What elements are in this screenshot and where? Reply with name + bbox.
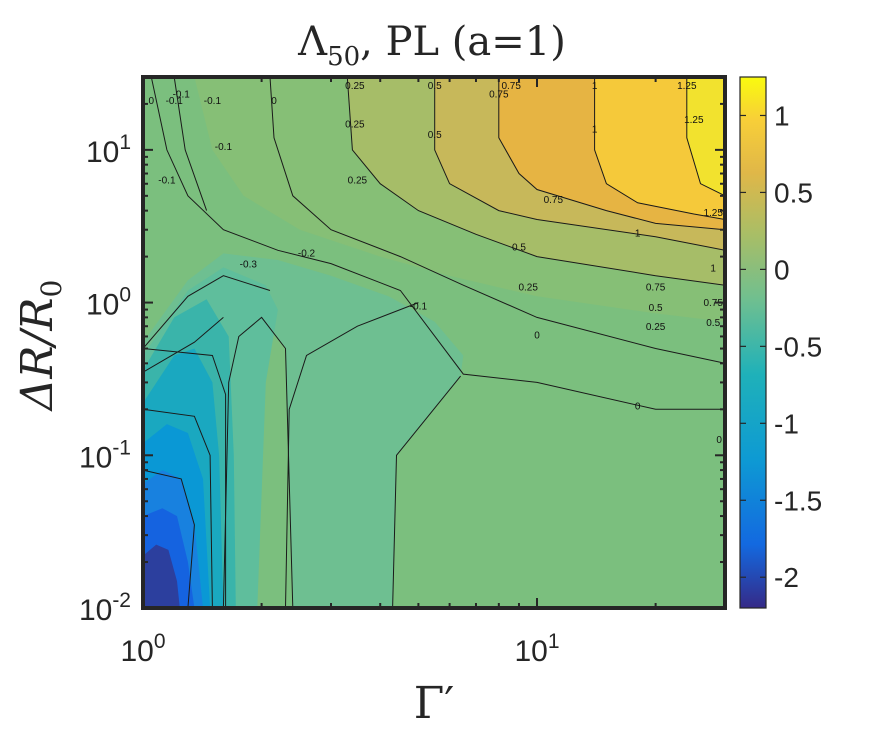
contour-line	[222, 316, 294, 608]
contour-line	[434, 77, 725, 251]
contour-label: -0.1	[410, 302, 428, 313]
colorbar-tick-label: 1	[774, 101, 790, 132]
colorbar-tick-label: -0.5	[774, 331, 822, 362]
colorbar-tick-label: -1.5	[774, 485, 822, 516]
contour-label: 0.5	[512, 242, 526, 253]
colorbar	[740, 77, 766, 608]
contour-lines	[143, 77, 725, 608]
contour-label: 1	[592, 81, 598, 92]
contour-line	[392, 375, 461, 608]
y-tick-label: 101	[86, 131, 131, 169]
contour-label: 0	[716, 435, 722, 446]
x-tick-label: 100	[120, 630, 165, 668]
x-tick-label: 101	[514, 630, 559, 668]
contour-label: -0.1	[158, 176, 176, 187]
contour-label: 1.25	[677, 81, 697, 92]
contour-line	[150, 77, 725, 410]
colorbar-ticks: 1 0.5 0 -0.5 -1 -1.5 -2	[740, 101, 822, 593]
contour-label: -0.3	[240, 259, 258, 270]
contour-label: 0.25	[518, 283, 538, 294]
contour-label: 0.25	[348, 176, 368, 187]
contour-line	[346, 77, 725, 286]
contour-line	[143, 275, 271, 349]
contour-line	[173, 77, 208, 211]
contour-label: 0.75	[489, 90, 509, 101]
contour-label: -0.1	[166, 96, 184, 107]
contour-line	[143, 408, 213, 608]
chart-title: Λ50, PL (a=1)	[297, 19, 566, 72]
contour-label: -0.1	[173, 90, 191, 101]
x-axis-label: Γ′	[414, 678, 455, 729]
contour-labels: 0 -0.1-0.1-0.1-0.1-0.100.250.250.250.50.5…	[149, 81, 724, 446]
y-tick-label: 100	[86, 284, 131, 322]
contour-label: 0.75	[703, 298, 723, 309]
contour-label: 0	[534, 331, 540, 342]
contour-label: 1	[710, 263, 716, 274]
contour-label: 0.75	[501, 81, 521, 92]
colorbar-frame	[739, 76, 767, 609]
contour-label: -0.2	[298, 249, 316, 260]
contour-label: 1	[592, 125, 598, 136]
contour-label: 0.5	[706, 318, 720, 329]
colorbar-tick-label: 0	[774, 254, 790, 285]
contour-line	[269, 77, 725, 364]
colorbar-tick-label: -2	[774, 562, 799, 593]
contour-label: 1.25	[703, 208, 723, 219]
contour-label: -0.1	[215, 142, 233, 153]
contour-line	[143, 469, 195, 608]
contour-label: 0	[271, 96, 277, 107]
contour-line	[143, 348, 227, 608]
colorbar-tick-label: 0.5	[774, 177, 813, 208]
contour-line	[594, 77, 725, 220]
y-tick-labels: 10-2 10-1 100 101	[79, 131, 131, 627]
contour-label: 0.25	[646, 322, 666, 333]
x-tick-labels: 100 101	[120, 630, 559, 668]
colorbar-tick-label: -1	[774, 408, 799, 439]
contour-region	[686, 77, 725, 196]
contour-label: 1	[635, 229, 641, 240]
y-tick-label: 10-2	[79, 589, 131, 627]
contour-label: 0.75	[646, 283, 666, 294]
contour-label: 0	[635, 401, 641, 412]
y-axis-label: ΔR/R0	[12, 280, 68, 413]
contour-label: 0.5	[428, 81, 442, 92]
filled-contour-regions	[143, 77, 725, 608]
contour-label: 0.5	[428, 130, 442, 141]
contour-label: 0.75	[544, 195, 564, 206]
contour-label: 0	[149, 96, 155, 107]
contour-region	[143, 544, 180, 608]
contour-label: 0.25	[345, 120, 365, 131]
y-tick-label: 10-1	[79, 436, 131, 474]
contour-label: -0.1	[204, 96, 222, 107]
contour-line	[143, 317, 224, 373]
contour-label: 1.25	[684, 115, 704, 126]
contour-label: 0.5	[649, 303, 663, 314]
contour-line	[285, 302, 419, 608]
contour-line	[686, 77, 725, 197]
contour-region	[143, 253, 464, 608]
contour-label: 0.25	[345, 81, 365, 92]
plot-frame	[141, 75, 727, 610]
contour-line	[498, 77, 725, 231]
